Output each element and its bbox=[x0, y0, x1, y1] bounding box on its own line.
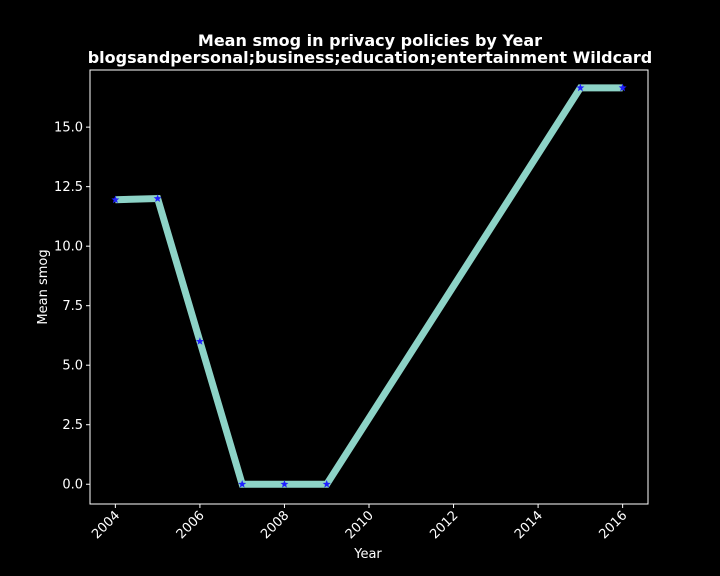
x-tick-label: 2012 bbox=[427, 508, 461, 542]
chart-subtitle: blogsandpersonal;business;education;ente… bbox=[88, 48, 653, 67]
y-tick-label: 7.5 bbox=[62, 299, 83, 314]
plot-frame bbox=[89, 69, 649, 505]
y-tick-label: 0.0 bbox=[62, 478, 83, 493]
axis-ticks: 2004 2006 2008 2010 2012 2014 2016 0.0 2.5 5.0 7.5… bbox=[54, 121, 630, 543]
data-point-star-icon bbox=[111, 195, 120, 204]
y-axis-label: Mean smog bbox=[36, 249, 51, 324]
y-tick-label: 2.5 bbox=[62, 418, 83, 433]
y-tick-label: 15.0 bbox=[54, 121, 83, 136]
series-line bbox=[115, 84, 623, 488]
x-tick-label: 2014 bbox=[512, 508, 546, 542]
x-tick-label: 2010 bbox=[343, 508, 377, 542]
y-tick-label: 5.0 bbox=[62, 359, 83, 374]
data-point-star-icon bbox=[576, 83, 585, 92]
y-tick-label: 10.0 bbox=[54, 240, 83, 255]
data-point-star-icon bbox=[322, 480, 331, 488]
chart-title: Mean smog in privacy policies by Year bbox=[198, 31, 542, 50]
x-tick-label: 2008 bbox=[258, 508, 292, 542]
data-point-star-icon bbox=[618, 83, 627, 92]
x-axis-label: Year bbox=[353, 547, 382, 562]
x-tick-label: 2016 bbox=[596, 508, 630, 542]
x-tick-label: 2006 bbox=[174, 508, 208, 542]
x-tick-label: 2004 bbox=[89, 508, 123, 542]
y-tick-label: 12.5 bbox=[54, 180, 83, 195]
data-point-star-icon bbox=[195, 337, 204, 345]
plot-area bbox=[111, 83, 627, 488]
data-point-star-icon bbox=[153, 194, 162, 202]
data-point-star-icon bbox=[238, 480, 247, 488]
data-point-star-icon bbox=[280, 480, 289, 488]
